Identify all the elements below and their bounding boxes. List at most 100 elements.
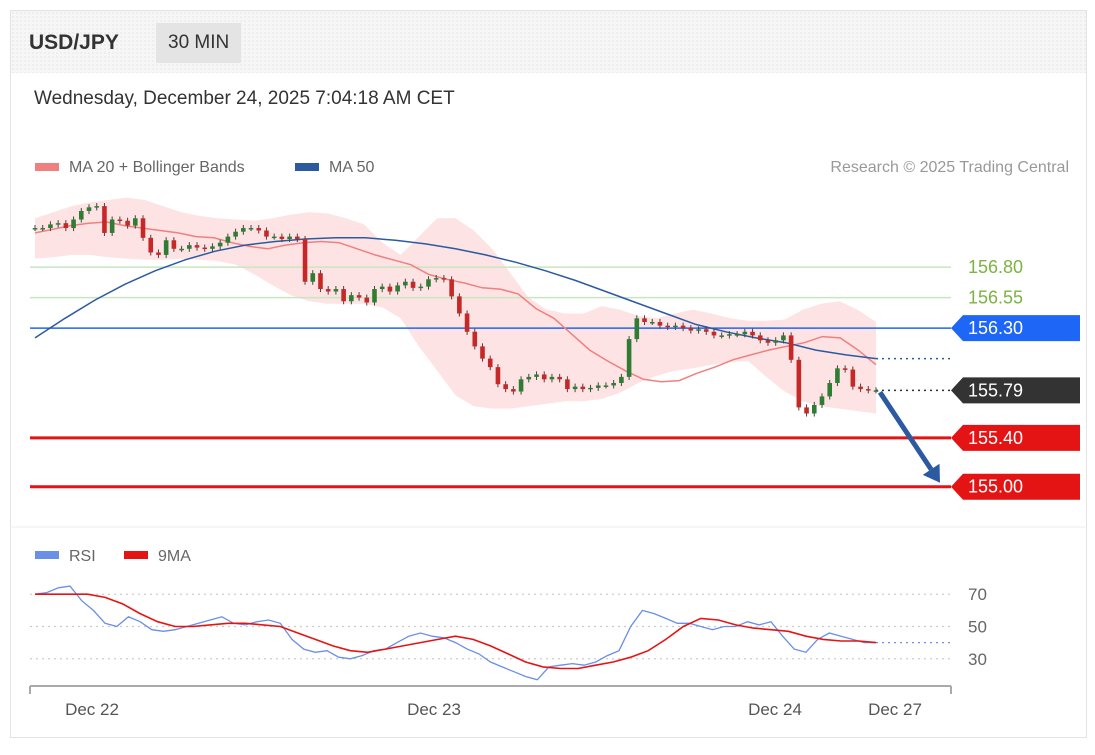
- ma50-legend-label: MA 50: [329, 159, 374, 176]
- candle-body: [163, 240, 169, 255]
- candle-body: [387, 286, 393, 292]
- candle-body: [503, 384, 508, 390]
- candle-body: [711, 331, 717, 336]
- candle-body: [541, 374, 547, 380]
- candle-body: [480, 346, 485, 359]
- candle-body: [194, 245, 200, 248]
- candle-body: [295, 236, 300, 240]
- rsi-legend-swatch: [35, 551, 59, 559]
- candle-body: [796, 359, 802, 408]
- candle-body: [125, 220, 130, 226]
- candle-body: [264, 230, 269, 237]
- candle-body: [187, 245, 192, 249]
- candle-body: [302, 239, 308, 282]
- candle-body: [333, 289, 339, 292]
- moving-averages-layer: [34, 221, 951, 383]
- x-tick-label: Dec 22: [65, 700, 119, 719]
- candle-body: [634, 318, 640, 340]
- candle-body: [341, 289, 346, 302]
- candle-body: [449, 279, 454, 297]
- candle-body: [133, 218, 138, 226]
- candle-body: [86, 207, 92, 211]
- candle-body: [835, 368, 840, 383]
- candle-body: [225, 236, 231, 243]
- chart-header: USD/JPY 30 MIN: [11, 11, 1086, 73]
- candle-body: [765, 340, 771, 343]
- candle-body: [495, 367, 501, 385]
- candle-body: [287, 236, 292, 240]
- candle-body: [241, 228, 246, 232]
- candle-body: [256, 228, 262, 231]
- forecast-arrow-layer: [877, 390, 940, 483]
- candle-body: [719, 335, 724, 337]
- candle-body: [804, 407, 809, 414]
- candle-body: [580, 386, 586, 390]
- candle-body: [457, 296, 462, 314]
- candle-body: [842, 368, 848, 370]
- candle-body: [572, 386, 578, 390]
- pivot-level-label: 156.30: [968, 318, 1023, 338]
- candle-body: [534, 374, 539, 377]
- candle-body: [55, 223, 61, 225]
- candle-body: [94, 206, 100, 208]
- forecast-arrow-shaft: [877, 390, 934, 471]
- ma20-legend-label: MA 20 + Bollinger Bands: [69, 159, 245, 176]
- forecast-arrowhead: [922, 463, 940, 483]
- current-price-label: 155.79: [968, 380, 1023, 400]
- candle-body: [773, 340, 778, 343]
- bollinger-bands-layer: [35, 197, 876, 414]
- ma20-line: [34, 221, 877, 383]
- candle-body: [673, 325, 678, 328]
- candle-body: [549, 376, 555, 380]
- candle-body: [688, 328, 694, 331]
- candle-body: [727, 334, 732, 336]
- rsi-ma-legend-label: 9MA: [158, 548, 191, 565]
- rsi-legend-label: RSI: [69, 548, 96, 565]
- chart-frame: USD/JPY 30 MIN Wednesday, December 24, 2…: [10, 10, 1087, 738]
- candle-body: [271, 236, 277, 239]
- candle-body: [202, 247, 208, 250]
- candle-body: [63, 223, 69, 229]
- candle-body: [827, 383, 833, 397]
- support-level-label: 155.40: [968, 428, 1023, 448]
- candle-body: [426, 279, 431, 287]
- rsi-tick-label: 70: [968, 585, 987, 604]
- support-level-tag: [951, 473, 1080, 500]
- x-tick-label: Dec 27: [868, 700, 922, 719]
- candle-body: [179, 248, 184, 251]
- candle-body: [78, 210, 84, 220]
- candle-body: [642, 318, 647, 322]
- candle-body: [742, 331, 748, 335]
- rsi-line: [34, 585, 876, 681]
- candle-body: [696, 329, 701, 331]
- candle-body: [588, 387, 593, 390]
- candle-body: [565, 379, 570, 390]
- candle-body: [102, 206, 107, 233]
- rsi-layer: 70 50 30: [30, 585, 987, 681]
- candle-body: [464, 313, 470, 332]
- bollinger-band-area: [35, 197, 876, 414]
- research-credit: Research © 2025 Trading Central: [830, 159, 1069, 176]
- candle-body: [511, 389, 516, 392]
- candle-body: [210, 246, 215, 249]
- candle-body: [595, 385, 601, 388]
- candle-body: [611, 383, 616, 386]
- x-tick-label: Dec 24: [748, 700, 802, 719]
- candle-body: [865, 389, 871, 391]
- ma20-legend-swatch: [35, 163, 59, 171]
- ma50-line: [34, 237, 877, 360]
- candle-body: [526, 376, 532, 380]
- candle-body: [248, 228, 254, 230]
- candle-body: [649, 322, 655, 324]
- candle-body: [811, 404, 817, 414]
- ma50-legend-swatch: [295, 163, 319, 171]
- candle-body: [403, 281, 408, 286]
- candle-body: [410, 281, 416, 288]
- candle-body: [788, 335, 794, 360]
- candle-body: [148, 237, 154, 253]
- candle-body: [40, 228, 46, 230]
- timeframe-button[interactable]: 30 MIN: [156, 23, 242, 63]
- candle-body: [472, 331, 478, 347]
- candle-body: [71, 219, 76, 229]
- candle-body: [873, 390, 879, 392]
